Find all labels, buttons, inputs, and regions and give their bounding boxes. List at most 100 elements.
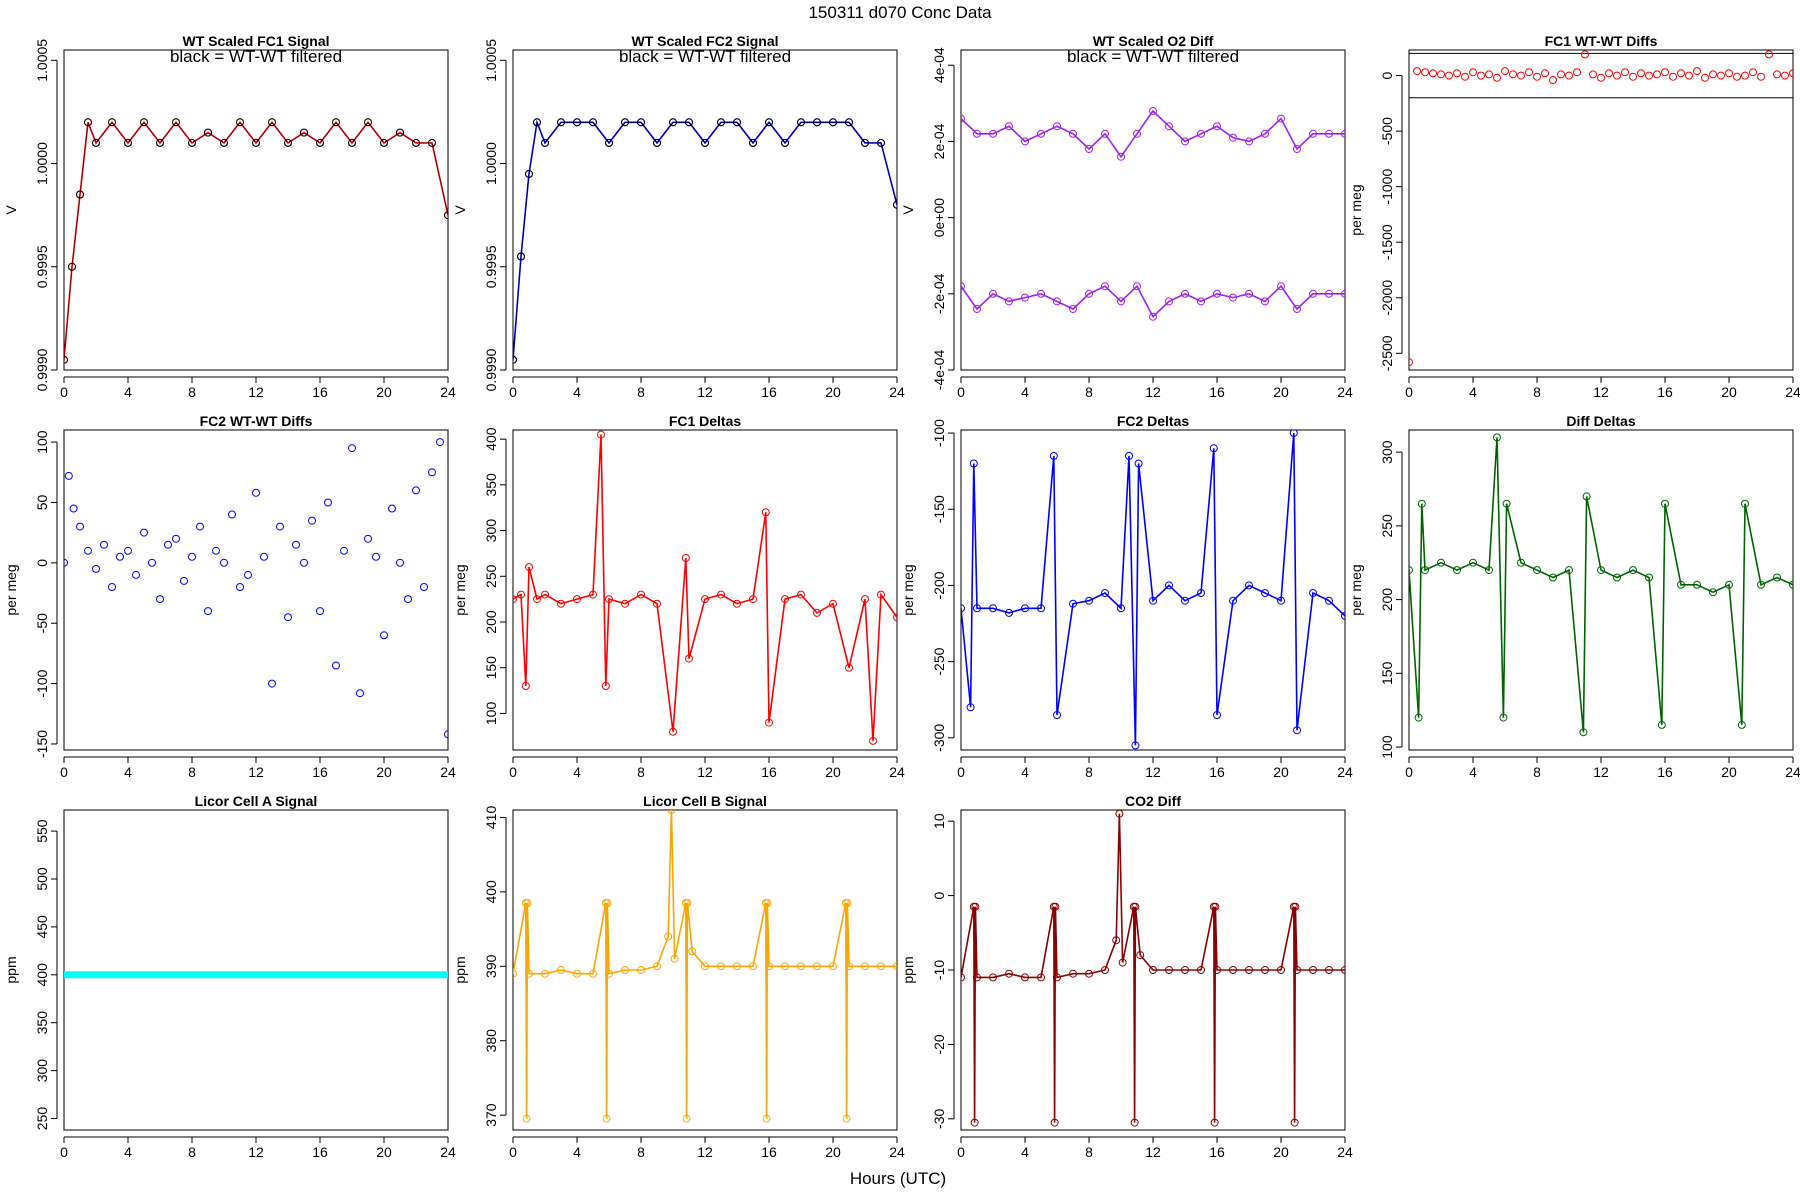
data-point <box>797 118 805 127</box>
data-point <box>1021 973 1029 982</box>
data-point <box>541 590 549 599</box>
x-tick-label: 8 <box>1085 1144 1093 1160</box>
data-point <box>1053 297 1061 306</box>
panel-title: FC2 WT-WT Diffs <box>200 413 313 429</box>
x-tick-label: 16 <box>1657 764 1673 780</box>
panel-annotation: black = WT-WT filtered <box>619 47 791 66</box>
data-point <box>523 899 532 907</box>
x-tick-label: 8 <box>1085 384 1093 400</box>
data-point <box>749 962 757 971</box>
y-tick-label: 390 <box>483 954 499 978</box>
data-point <box>733 962 741 971</box>
data-point <box>1245 137 1253 146</box>
data-point <box>845 663 853 672</box>
data-point <box>1629 566 1637 575</box>
data-point <box>116 552 124 561</box>
panel-diff_deltas: Diff Deltas 0 4 8 12 16 20 24 100 150 200 250 300 per… <box>1348 413 1800 780</box>
panel-fc2_wtwt: FC2 WT-WT Diffs 0 4 8 12 16 20 24 -150 -100 -50 0 50… <box>3 413 456 780</box>
y-tick-label: 50 <box>34 494 50 510</box>
y-tick-label: 0 <box>1379 71 1395 79</box>
data-point <box>244 570 252 579</box>
data-point <box>861 962 869 971</box>
data-point <box>845 118 853 127</box>
data-point <box>1309 966 1317 974</box>
y-tick-label: 350 <box>483 473 499 497</box>
series-line-deltas <box>513 434 897 741</box>
data-point <box>1069 305 1077 313</box>
y-tick-label: 10 <box>931 813 947 829</box>
data-point <box>100 540 108 549</box>
x-tick-label: 12 <box>1145 1144 1161 1160</box>
y-tick-label: -2000 <box>1379 280 1395 316</box>
data-point <box>670 954 679 963</box>
y-tick-label: 500 <box>34 867 50 891</box>
data-point <box>1181 596 1189 605</box>
data-point <box>420 583 428 591</box>
x-tick-label: 24 <box>1337 384 1353 400</box>
data-point <box>1115 810 1124 818</box>
y-tick-label: 250 <box>34 1107 50 1131</box>
data-point <box>1261 589 1269 597</box>
data-point <box>64 558 68 567</box>
data-point <box>84 118 92 127</box>
data-point <box>1733 72 1741 81</box>
data-point <box>188 138 196 147</box>
data-point <box>1213 122 1221 131</box>
data-point <box>1181 289 1189 298</box>
data-point <box>1725 580 1733 589</box>
y-tick-label: -150 <box>34 730 50 758</box>
data-point <box>324 498 332 507</box>
data-point <box>364 534 372 543</box>
x-tick-label: 20 <box>825 764 841 780</box>
x-tick-label: 16 <box>312 384 328 400</box>
data-point <box>1589 70 1597 79</box>
y-tick-label: 250 <box>483 564 499 588</box>
data-point <box>682 1114 691 1123</box>
series-line-diff <box>961 813 1345 1123</box>
y-tick-label: 0.9990 <box>34 348 50 391</box>
data-point <box>1117 152 1125 161</box>
data-point <box>733 599 741 608</box>
data-point <box>1245 966 1253 974</box>
data-layer <box>513 430 897 745</box>
x-tick-label: 4 <box>573 1144 581 1160</box>
data-point <box>1493 433 1501 442</box>
x-tick-label: 12 <box>248 1144 264 1160</box>
data-point <box>1277 114 1285 123</box>
y-tick-label: 400 <box>483 880 499 904</box>
x-tick-label: 12 <box>1145 384 1161 400</box>
data-point <box>970 1118 979 1127</box>
data-point <box>1549 573 1557 582</box>
data-point <box>717 118 725 127</box>
panel-title: FC1 Deltas <box>669 413 742 429</box>
x-tick-label: 24 <box>1785 764 1800 780</box>
data-point <box>989 129 997 138</box>
data-point <box>762 1114 771 1123</box>
data-point <box>1021 293 1029 302</box>
data-point <box>1165 297 1173 306</box>
panel-title: FC2 Deltas <box>1117 413 1190 429</box>
x-tick-label: 4 <box>124 384 132 400</box>
data-point <box>348 138 356 147</box>
data-point <box>533 595 541 604</box>
data-point <box>1737 720 1746 729</box>
data-point <box>813 608 821 617</box>
data-point <box>1477 71 1485 80</box>
data-point <box>1613 71 1621 80</box>
y-tick-label: -250 <box>931 647 947 675</box>
data-point <box>1499 713 1508 722</box>
data-point <box>1453 69 1461 78</box>
data-point <box>348 444 356 453</box>
data-point <box>1597 566 1605 575</box>
data-point <box>1213 711 1221 719</box>
data-point <box>1053 973 1061 982</box>
data-point <box>1165 966 1173 974</box>
panel-title: Diff Deltas <box>1566 413 1635 429</box>
data-point <box>172 118 180 127</box>
data-point <box>1245 289 1253 298</box>
data-point <box>763 899 772 907</box>
x-tick-label: 12 <box>697 764 713 780</box>
data-point <box>1421 566 1429 575</box>
x-tick-label: 20 <box>1721 384 1737 400</box>
x-tick-label: 16 <box>761 764 777 780</box>
